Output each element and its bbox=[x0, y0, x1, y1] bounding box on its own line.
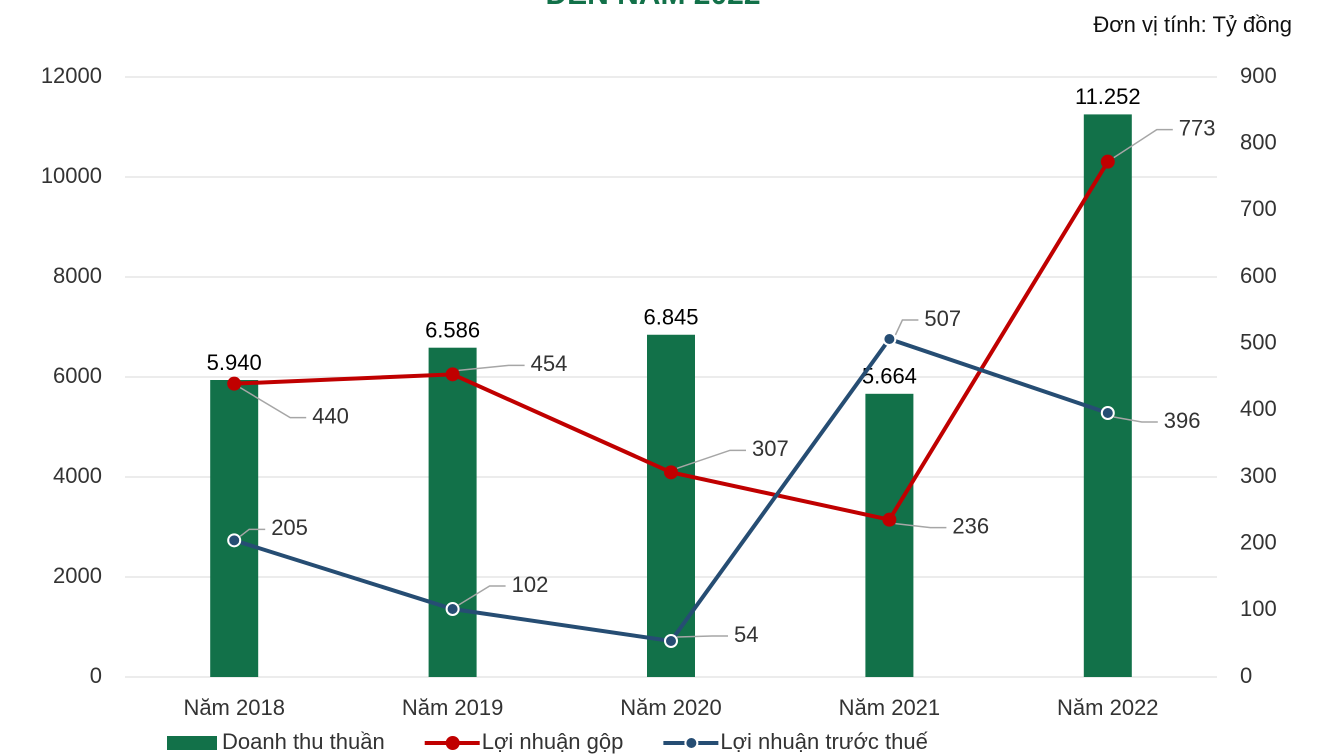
point-value-label: 396 bbox=[1164, 408, 1201, 433]
marker bbox=[227, 533, 242, 548]
y-tick-label: 8000 bbox=[53, 263, 102, 288]
unit-label: Đơn vị tính: Tỷ đồng bbox=[1093, 12, 1292, 37]
x-tick-label: Năm 2020 bbox=[620, 695, 722, 720]
bar bbox=[865, 393, 914, 677]
y-tick-label: 10000 bbox=[41, 163, 102, 188]
bar bbox=[647, 334, 695, 677]
point-value-label: 454 bbox=[531, 351, 568, 376]
leader-line bbox=[239, 528, 266, 537]
leader-line bbox=[894, 319, 919, 336]
legend-label: Lợi nhuận trước thuế bbox=[720, 729, 927, 754]
marker bbox=[1100, 154, 1115, 169]
marker bbox=[664, 634, 678, 648]
x-tick-label: Năm 2019 bbox=[402, 695, 504, 720]
bar-value-label: 5.940 bbox=[207, 350, 262, 375]
y2-tick-label: 700 bbox=[1240, 196, 1277, 221]
point-value-label: 54 bbox=[734, 622, 758, 647]
point-value-label: 507 bbox=[924, 306, 961, 331]
point-value-label: 236 bbox=[952, 513, 989, 538]
bar bbox=[210, 380, 259, 677]
y2-tick-label: 400 bbox=[1240, 396, 1277, 421]
y2-tick-label: 900 bbox=[1240, 63, 1277, 88]
y2-tick-label: 200 bbox=[1240, 529, 1277, 554]
y2-tick-label: 300 bbox=[1240, 463, 1277, 488]
point-value-label: 205 bbox=[271, 515, 308, 540]
point-value-label: 102 bbox=[512, 572, 549, 597]
y-tick-label: 0 bbox=[90, 663, 102, 688]
marker bbox=[445, 367, 460, 382]
leader-line bbox=[895, 522, 947, 529]
leader-line bbox=[239, 387, 307, 419]
legend-swatch bbox=[167, 736, 217, 750]
bar-value-label: 6.586 bbox=[425, 318, 480, 343]
y2-tick-label: 100 bbox=[1240, 596, 1277, 621]
legend-swatch bbox=[445, 736, 460, 750]
bar-value-label: 6.845 bbox=[643, 305, 698, 330]
legend-swatch bbox=[684, 736, 699, 750]
chart-title: ĐẾN NĂM 2022 bbox=[545, 0, 760, 11]
leader-line bbox=[458, 364, 525, 372]
y-tick-label: 4000 bbox=[53, 463, 102, 488]
y2-tick-label: 600 bbox=[1240, 263, 1277, 288]
legend-label: Lợi nhuận gộp bbox=[482, 729, 624, 754]
marker bbox=[664, 465, 678, 480]
marker bbox=[445, 602, 460, 616]
x-tick-label: Năm 2022 bbox=[1057, 695, 1159, 720]
legend-label: Doanh thu thuần bbox=[222, 729, 385, 754]
y2-tick-label: 500 bbox=[1240, 329, 1277, 354]
bar bbox=[1083, 114, 1132, 677]
y-tick-label: 6000 bbox=[53, 363, 102, 388]
y2-tick-label: 0 bbox=[1240, 663, 1252, 688]
point-value-label: 773 bbox=[1179, 115, 1216, 140]
marker bbox=[882, 332, 897, 346]
point-value-label: 440 bbox=[312, 403, 349, 428]
bar bbox=[428, 347, 477, 677]
leader-line bbox=[458, 585, 506, 606]
leader-line bbox=[676, 635, 728, 638]
x-tick-label: Năm 2021 bbox=[839, 695, 941, 720]
y2-tick-label: 800 bbox=[1240, 129, 1277, 154]
marker bbox=[227, 376, 242, 391]
leader-line bbox=[1113, 416, 1158, 423]
y-tick-label: 2000 bbox=[53, 563, 102, 588]
marker bbox=[1100, 406, 1115, 420]
x-tick-label: Năm 2018 bbox=[183, 695, 285, 720]
point-value-label: 307 bbox=[752, 436, 789, 461]
marker bbox=[882, 512, 897, 527]
bar-value-label: 11.252 bbox=[1075, 84, 1141, 109]
y-tick-label: 12000 bbox=[41, 63, 102, 88]
leader-line bbox=[676, 449, 746, 470]
leader-line bbox=[1113, 128, 1173, 159]
